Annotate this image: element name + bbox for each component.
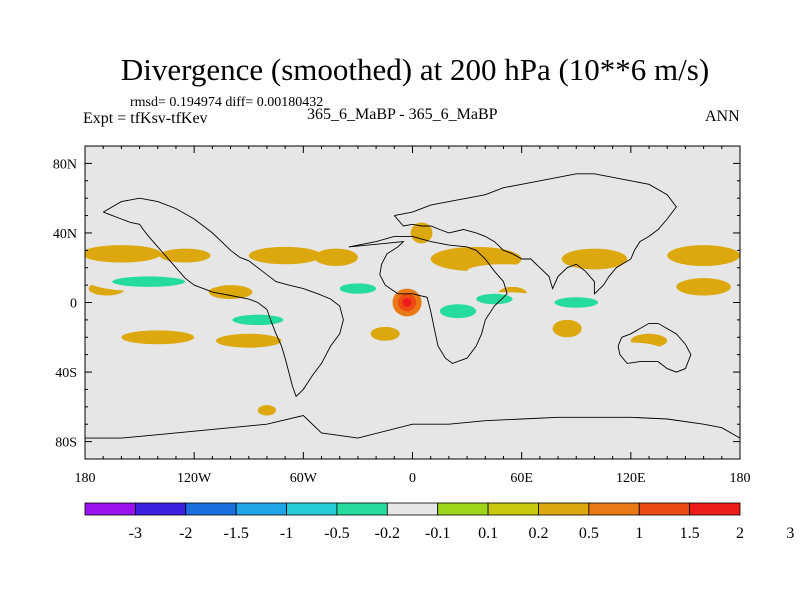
colorbar-swatch xyxy=(286,502,338,516)
divergence-region-13 xyxy=(216,333,282,348)
convergence-region-34 xyxy=(232,314,284,326)
colorbar-label: -3 xyxy=(129,525,142,542)
convergence-region-20 xyxy=(467,264,540,279)
divergence-region-7 xyxy=(667,245,740,266)
colorbar-swatch xyxy=(487,502,539,516)
colorbar-label: 2 xyxy=(736,525,744,542)
land-outline-3 xyxy=(617,322,692,373)
colorbar-swatch xyxy=(588,502,640,516)
colorbar-label: 1.5 xyxy=(680,525,700,542)
stats-label: rmsd= 0.194974 diff= 0.00180432 xyxy=(130,95,324,110)
convergence-region-37 xyxy=(476,293,513,305)
convergence-region-29 xyxy=(667,361,722,376)
divergence-region-3 xyxy=(314,248,358,266)
divergence-region-14 xyxy=(370,326,400,341)
y-tick-label: 80N xyxy=(53,157,77,172)
x-tick-label: 180 xyxy=(75,471,96,486)
colorbar-label: -2 xyxy=(179,525,192,542)
colorbar-swatch xyxy=(638,502,691,516)
colorbar-swatch xyxy=(689,502,741,516)
colorbar-label: 1 xyxy=(635,525,643,542)
y-tick-label: 40S xyxy=(55,366,77,381)
y-tick-label: 40N xyxy=(53,227,77,242)
x-tick-label: 180 xyxy=(730,471,751,486)
colorbar-label: -0.2 xyxy=(375,525,400,542)
divergence-region-40 xyxy=(402,298,412,307)
divergence-region-9 xyxy=(208,285,253,300)
colorbar-label: 0.1 xyxy=(478,525,498,542)
divergence-field xyxy=(85,219,740,416)
convergence-region-24 xyxy=(394,356,431,371)
divergence-region-12 xyxy=(121,330,195,345)
colorbar-label: -1.5 xyxy=(223,525,248,542)
divergence-region-15 xyxy=(552,319,582,338)
x-tick-label: 120W xyxy=(177,471,212,486)
x-tick-label: 120E xyxy=(616,471,646,486)
convergence-region-35 xyxy=(339,283,377,294)
colorbar-label: 0.5 xyxy=(579,525,599,542)
convergence-region-36 xyxy=(439,304,477,319)
convergence-region-38 xyxy=(554,297,599,308)
case-label: 365_6_MaBP - 365_6_MaBP xyxy=(307,106,498,123)
divergence-region-6 xyxy=(561,248,628,270)
x-tick-label: 0 xyxy=(409,471,416,486)
colorbar-swatch xyxy=(538,502,590,516)
axis-ticks: 180 120W 60W 0 60E 120E 180 80N 40N 0 40S 80S xyxy=(53,146,751,486)
convergence-region-19 xyxy=(248,276,358,294)
convergence-region-27 xyxy=(317,368,362,383)
land-outline-2 xyxy=(393,173,677,295)
colorbar-label: 3 xyxy=(786,525,794,542)
colorbar-swatch xyxy=(437,502,489,516)
colorbar-label: -0.1 xyxy=(425,525,450,542)
season-label: ANN xyxy=(705,108,740,125)
y-tick-label: 80S xyxy=(55,436,77,451)
colorbar-swatch xyxy=(185,502,237,516)
land-outline-0 xyxy=(102,197,344,398)
chart-title: Divergence (smoothed) at 200 hPa (10**6 … xyxy=(120,52,710,87)
convergence-region-25 xyxy=(470,351,573,366)
divergence-region-1 xyxy=(159,248,211,263)
convergence-region-22 xyxy=(85,312,195,327)
y-tick-label: 0 xyxy=(70,297,77,312)
colorbar-label: -1 xyxy=(280,525,293,542)
colorbar-swatch xyxy=(235,502,287,516)
divergence-region-0 xyxy=(85,245,162,263)
colorbar-swatch xyxy=(336,502,388,516)
divergence-region-4 xyxy=(410,222,433,244)
colorbar-swatch xyxy=(84,502,136,516)
continent-outlines xyxy=(85,173,740,459)
land-outline-4 xyxy=(85,415,740,459)
colorbar-label: 0.2 xyxy=(528,525,548,542)
land-outline-1 xyxy=(348,235,508,364)
x-tick-label: 60W xyxy=(290,471,318,486)
convergence-region-26 xyxy=(598,342,664,360)
divergence-region-2 xyxy=(248,246,322,265)
divergence-region-10 xyxy=(676,278,731,296)
x-tick-label: 60E xyxy=(510,471,533,486)
convergence-region-28 xyxy=(441,370,493,381)
divergence-region-17 xyxy=(257,405,277,416)
colorbar-swatch xyxy=(386,502,439,516)
experiment-label: Expt = tfKsv-tfKev xyxy=(83,110,208,127)
colorbar-swatch xyxy=(134,502,187,516)
colorbar: -3 -2 -1.5 -1 -0.5 -0.2 -0.1 0.1 0.2 0.5 1 1.5 2 3 xyxy=(84,502,794,542)
convergence-region-33 xyxy=(112,276,186,287)
colorbar-label: -0.5 xyxy=(324,525,349,542)
